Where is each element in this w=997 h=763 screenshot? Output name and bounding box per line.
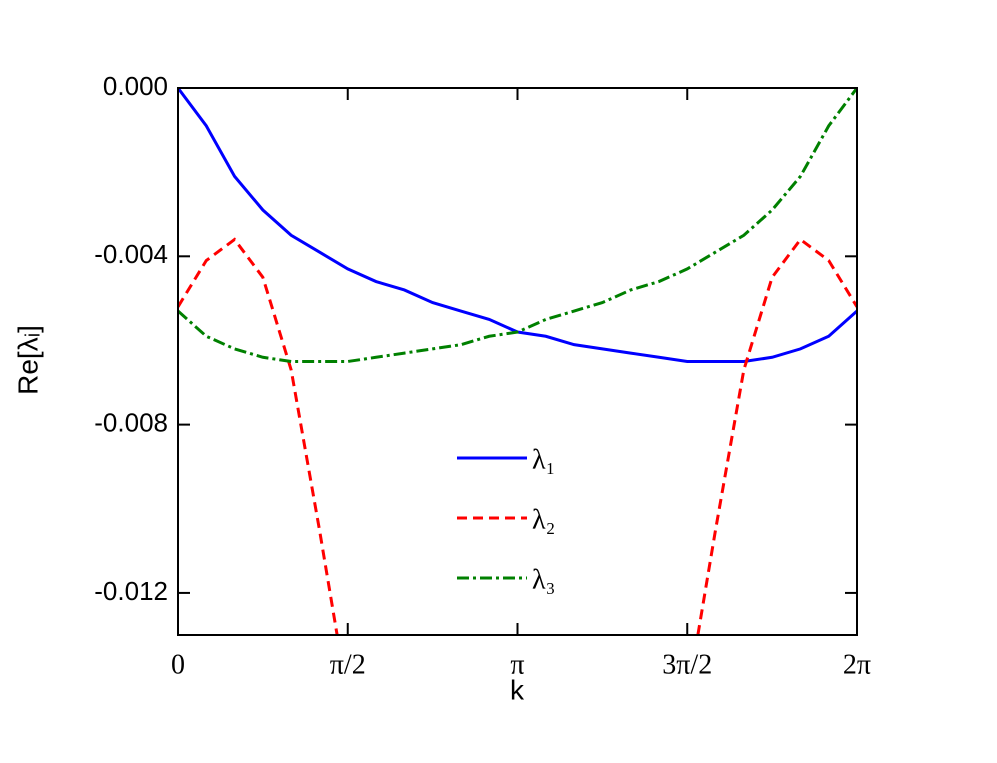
x-tick-label: 3π/2 (662, 649, 712, 680)
y-tick-label: -0.012 (94, 576, 168, 606)
x-tick-label: 2π (843, 649, 871, 680)
series-line (178, 88, 857, 363)
y-axis-label: Re[λᵢ] (12, 325, 43, 395)
x-axis-label: k (510, 674, 525, 705)
legend-label: λ₁ (532, 444, 555, 475)
x-tick-label: 0 (171, 649, 185, 680)
y-tick-label: -0.004 (94, 239, 168, 269)
legend-label: λ₂ (532, 504, 555, 535)
series-line (178, 88, 857, 363)
x-tick-label: π (510, 649, 524, 680)
legend-label: λ₃ (532, 564, 555, 595)
y-tick-label: 0.000 (103, 71, 168, 101)
y-tick-label: -0.008 (94, 407, 168, 437)
series-line (178, 237, 857, 635)
plot-frame (177, 87, 858, 636)
x-tick-label: π/2 (330, 649, 366, 680)
